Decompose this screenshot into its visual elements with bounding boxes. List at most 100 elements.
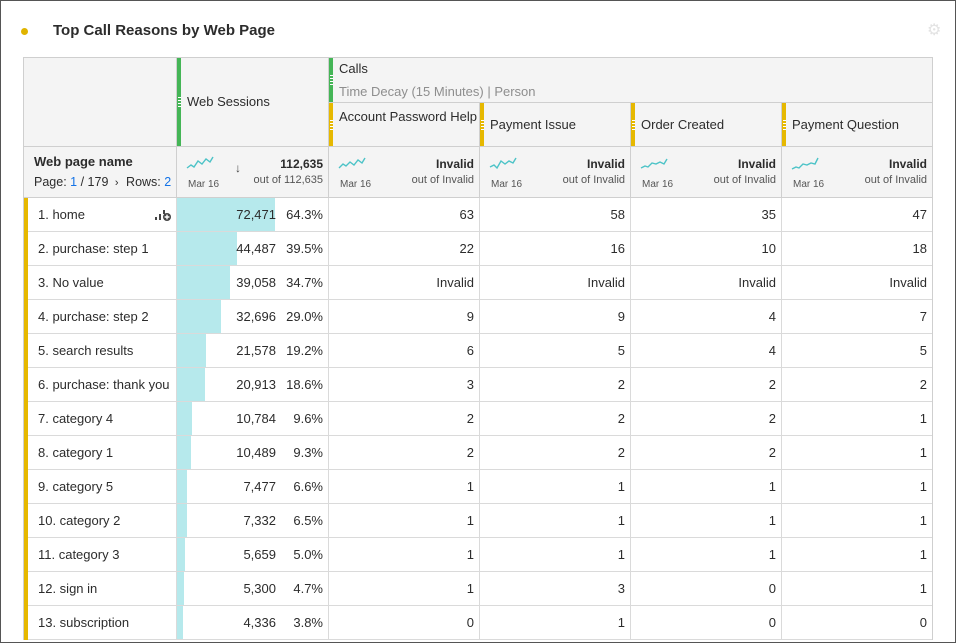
- row-label[interactable]: 12. sign in: [38, 581, 98, 596]
- column-header-reason[interactable]: Payment Issue: [479, 103, 630, 146]
- calls-cell[interactable]: 2: [328, 436, 479, 469]
- calls-cell[interactable]: 0: [781, 606, 932, 639]
- calls-cell[interactable]: 18: [781, 232, 932, 265]
- calls-cell[interactable]: 1: [328, 504, 479, 537]
- web-sessions-cell[interactable]: 10,784 9.6%: [176, 402, 328, 435]
- row-label[interactable]: 2. purchase: step 1: [38, 241, 149, 256]
- calls-cell[interactable]: 1: [328, 538, 479, 571]
- row-label[interactable]: 9. category 5: [38, 479, 114, 494]
- table-row[interactable]: 3. No value 39,058 34.7% Invalid Invalid Inva…: [24, 266, 932, 300]
- calls-cell[interactable]: 10: [630, 232, 781, 265]
- web-sessions-cell[interactable]: 7,477 6.6%: [176, 470, 328, 503]
- table-row[interactable]: 4. purchase: step 2 32,696 29.0% 9 9 4 7: [24, 300, 932, 334]
- web-sessions-cell[interactable]: 7,332 6.5%: [176, 504, 328, 537]
- table-row[interactable]: 2. purchase: step 1 44,487 39.5% 22 16 10 18: [24, 232, 932, 266]
- web-sessions-cell[interactable]: 32,696 29.0%: [176, 300, 328, 333]
- calls-cell[interactable]: 1: [479, 538, 630, 571]
- calls-cell[interactable]: 22: [328, 232, 479, 265]
- breakdown-icon[interactable]: [154, 206, 172, 222]
- chevron-right-icon[interactable]: ›: [114, 177, 119, 189]
- calls-cell[interactable]: 63: [328, 198, 479, 231]
- calls-cell[interactable]: 2: [479, 402, 630, 435]
- web-sessions-cell[interactable]: 39,058 34.7%: [176, 266, 328, 299]
- calls-cell[interactable]: 58: [479, 198, 630, 231]
- calls-cell[interactable]: 3: [328, 368, 479, 401]
- web-sessions-cell[interactable]: 10,489 9.3%: [176, 436, 328, 469]
- table-row[interactable]: 1. home 72,471 64.3% 63 58 35 47: [24, 198, 932, 232]
- page-current-input[interactable]: 1: [70, 175, 78, 189]
- dimension-label[interactable]: Web page name: [34, 154, 133, 169]
- calls-cell[interactable]: 1: [781, 436, 932, 469]
- row-label[interactable]: 6. purchase: thank you: [38, 377, 170, 392]
- calls-cell[interactable]: 2: [630, 402, 781, 435]
- row-label[interactable]: 13. subscription: [38, 615, 130, 630]
- column-header-reason[interactable]: Order Created: [630, 103, 781, 146]
- table-row[interactable]: 13. subscription 4,336 3.8% 0 1 0 0: [24, 606, 932, 640]
- calls-cell[interactable]: 0: [328, 606, 479, 639]
- column-header-reason[interactable]: Account Password Help: [328, 103, 479, 146]
- calls-cell[interactable]: 2: [479, 368, 630, 401]
- calls-cell[interactable]: 1: [479, 504, 630, 537]
- calls-cell[interactable]: 3: [479, 572, 630, 605]
- calls-cell[interactable]: 1: [328, 470, 479, 503]
- calls-cell[interactable]: 1: [479, 606, 630, 639]
- web-sessions-cell[interactable]: 20,913 18.6%: [176, 368, 328, 401]
- table-row[interactable]: 9. category 5 7,477 6.6% 1 1 1 1: [24, 470, 932, 504]
- row-label[interactable]: 11. category 3: [38, 547, 120, 562]
- table-row[interactable]: 8. category 1 10,489 9.3% 2 2 2 1: [24, 436, 932, 470]
- calls-cell[interactable]: 4: [630, 334, 781, 367]
- calls-cell[interactable]: 4: [630, 300, 781, 333]
- row-label[interactable]: 10. category 2: [38, 513, 121, 528]
- drag-handle-icon[interactable]: [631, 119, 635, 130]
- drag-handle-icon[interactable]: [782, 119, 786, 130]
- column-header-calls[interactable]: Calls Time Decay (15 Minutes) | Person: [328, 58, 932, 103]
- calls-cell[interactable]: 16: [479, 232, 630, 265]
- drag-handle-icon[interactable]: [329, 75, 333, 85]
- table-row[interactable]: 12. sign in 5,300 4.7% 1 3 0 1: [24, 572, 932, 606]
- web-sessions-cell[interactable]: 5,659 5.0%: [176, 538, 328, 571]
- calls-cell[interactable]: 7: [781, 300, 932, 333]
- calls-cell[interactable]: 1: [781, 470, 932, 503]
- calls-cell[interactable]: 2: [630, 436, 781, 469]
- drag-handle-icon[interactable]: [329, 119, 333, 130]
- calls-cell[interactable]: Invalid: [328, 266, 479, 299]
- calls-cell[interactable]: 1: [630, 504, 781, 537]
- row-label[interactable]: 5. search results: [38, 343, 134, 358]
- calls-cell[interactable]: 5: [479, 334, 630, 367]
- calls-cell[interactable]: 2: [328, 402, 479, 435]
- row-label[interactable]: 7. category 4: [38, 411, 114, 426]
- table-row[interactable]: 6. purchase: thank you 20,913 18.6% 3 2 2 2: [24, 368, 932, 402]
- table-row[interactable]: 5. search results 21,578 19.2% 6 5 4 5: [24, 334, 932, 368]
- web-sessions-cell[interactable]: 4,336 3.8%: [176, 606, 328, 639]
- calls-cell[interactable]: Invalid: [479, 266, 630, 299]
- table-row[interactable]: 10. category 2 7,332 6.5% 1 1 1 1: [24, 504, 932, 538]
- table-row[interactable]: 11. category 3 5,659 5.0% 1 1 1 1: [24, 538, 932, 572]
- web-sessions-cell[interactable]: 21,578 19.2%: [176, 334, 328, 367]
- calls-cell[interactable]: 1: [781, 504, 932, 537]
- web-sessions-cell[interactable]: 44,487 39.5%: [176, 232, 328, 265]
- calls-cell[interactable]: 0: [630, 606, 781, 639]
- calls-cell[interactable]: 1: [630, 470, 781, 503]
- row-label[interactable]: 1. home: [38, 207, 85, 222]
- web-sessions-cell[interactable]: 72,471 64.3%: [176, 198, 328, 231]
- rows-per-page-input[interactable]: 2: [164, 175, 172, 189]
- calls-cell[interactable]: 2: [781, 368, 932, 401]
- gear-icon[interactable]: ⚙: [927, 22, 942, 39]
- calls-cell[interactable]: 6: [328, 334, 479, 367]
- calls-cell[interactable]: 2: [630, 368, 781, 401]
- calls-cell[interactable]: 1: [328, 572, 479, 605]
- column-header-reason[interactable]: Payment Question: [781, 103, 932, 146]
- calls-cell[interactable]: 1: [479, 470, 630, 503]
- calls-cell[interactable]: 9: [479, 300, 630, 333]
- calls-cell[interactable]: 5: [781, 334, 932, 367]
- calls-cell[interactable]: 35: [630, 198, 781, 231]
- drag-handle-icon[interactable]: [177, 97, 181, 107]
- sort-descending-icon[interactable]: ↓: [235, 161, 241, 175]
- calls-cell[interactable]: Invalid: [781, 266, 932, 299]
- row-label[interactable]: 8. category 1: [38, 445, 114, 460]
- calls-cell[interactable]: 2: [479, 436, 630, 469]
- calls-cell[interactable]: 47: [781, 198, 932, 231]
- drag-handle-icon[interactable]: [480, 119, 484, 130]
- column-header-web-sessions[interactable]: Web Sessions: [176, 58, 328, 146]
- calls-cell[interactable]: 9: [328, 300, 479, 333]
